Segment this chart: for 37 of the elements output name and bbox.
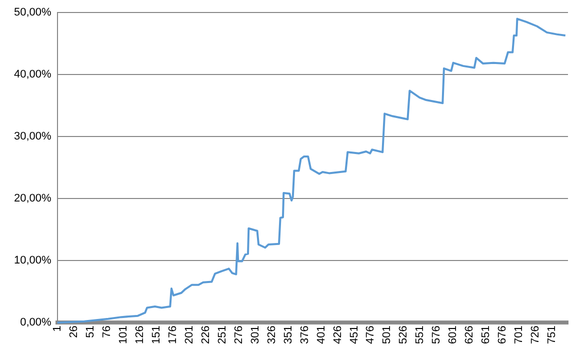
- x-tick-label: 201: [183, 326, 196, 344]
- x-tick-label: 751: [546, 326, 558, 344]
- x-tick-label: 276: [232, 326, 245, 344]
- x-tick-label: 1: [51, 326, 64, 332]
- x-tick-label: 126: [134, 326, 146, 344]
- y-tick-label: 40,00%: [14, 68, 52, 81]
- x-tick-label: 301: [249, 326, 262, 344]
- y-tick-label: 10,00%: [14, 254, 52, 267]
- x-tick-label: 401: [315, 326, 328, 344]
- x-tick-label: 151: [150, 326, 162, 344]
- x-tick-label: 651: [480, 326, 492, 344]
- x-tick-label: 376: [298, 326, 311, 344]
- x-tick-label: 701: [513, 326, 526, 344]
- x-tick-label: 576: [430, 326, 443, 344]
- x-tick-label: 51: [84, 326, 96, 338]
- x-tick-label: 351: [282, 326, 294, 344]
- x-tick-label: 101: [117, 326, 130, 344]
- y-tick-label: 50,00%: [14, 6, 52, 19]
- x-tick-label: 176: [166, 326, 179, 344]
- x-tick-label: 676: [496, 326, 509, 344]
- x-tick-label: 251: [216, 326, 228, 344]
- x-tick-label: 626: [464, 326, 476, 344]
- x-tick-label: 601: [447, 326, 460, 344]
- y-tick-label: 0,00%: [20, 316, 52, 329]
- x-tick-label: 551: [414, 326, 426, 344]
- x-tick-label: 76: [100, 326, 113, 338]
- x-tick-label: 501: [381, 326, 394, 344]
- x-tick-label: 451: [348, 326, 360, 344]
- y-tick-label: 20,00%: [14, 192, 52, 205]
- x-tick-label: 426: [332, 326, 344, 344]
- x-tick-label: 326: [266, 326, 278, 344]
- x-tick-label: 476: [364, 326, 377, 344]
- x-tick-label: 726: [530, 326, 542, 344]
- x-tick-label: 26: [68, 326, 80, 338]
- x-tick-label: 226: [200, 326, 212, 344]
- x-tick-label: 526: [398, 326, 410, 344]
- y-tick-label: 30,00%: [14, 130, 52, 143]
